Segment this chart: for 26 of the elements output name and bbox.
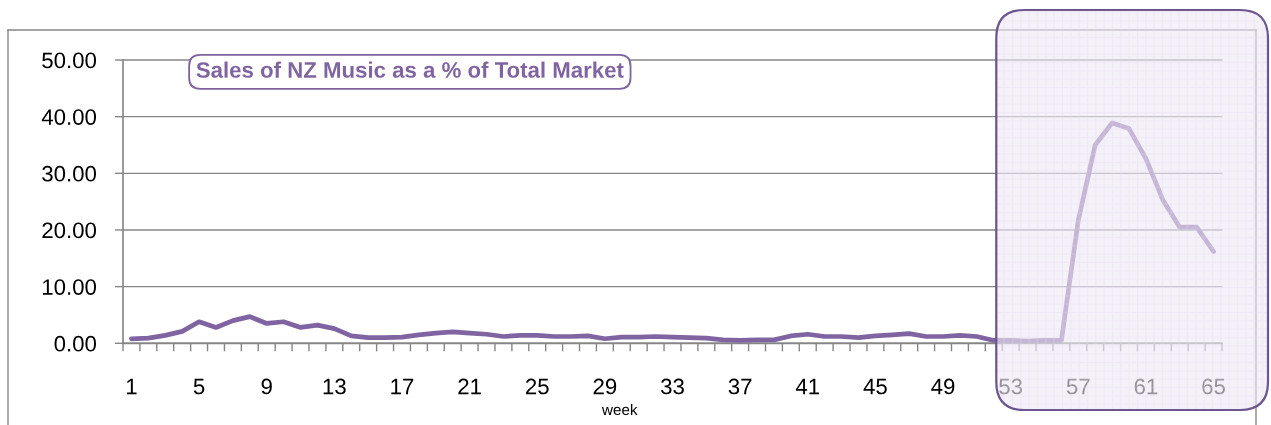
x-tick-label: 17 <box>391 378 414 395</box>
x-tick-label: 25 <box>526 378 549 395</box>
line-series <box>129 120 1216 344</box>
x-tick-label: 33 <box>660 378 684 395</box>
y-tick-label: 0.00 <box>54 335 97 352</box>
x-tick-label: 53 <box>999 378 1023 395</box>
y-tick-label: 20.00 <box>42 222 97 239</box>
y-tick-label: 50.00 <box>42 52 97 69</box>
x-tick-label: 9 <box>261 378 272 395</box>
x-tick-label: 1 <box>126 378 137 395</box>
x-tick-label: 29 <box>593 378 617 395</box>
x-tick-label: 5 <box>193 378 205 395</box>
x-tick-label: 21 <box>458 378 481 395</box>
x-tick-label: 65 <box>1202 378 1225 395</box>
x-axis-title: week <box>601 403 638 416</box>
y-tick-label: 30.00 <box>42 165 97 182</box>
x-tick-label: 49 <box>931 378 955 395</box>
y-tick-label: 10.00 <box>42 279 97 295</box>
x-tick-label: 13 <box>323 378 346 395</box>
x-tick-label: 45 <box>863 378 887 395</box>
x-tick-label: 41 <box>795 378 820 395</box>
chart-title: Sales of NZ Music as a % of Total Market <box>196 61 624 78</box>
x-tick-label: 37 <box>728 378 752 395</box>
x-tick-label: 61 <box>1134 378 1158 395</box>
y-tick-label: 40.00 <box>41 109 97 125</box>
x-tick-label: 57 <box>1066 378 1090 395</box>
